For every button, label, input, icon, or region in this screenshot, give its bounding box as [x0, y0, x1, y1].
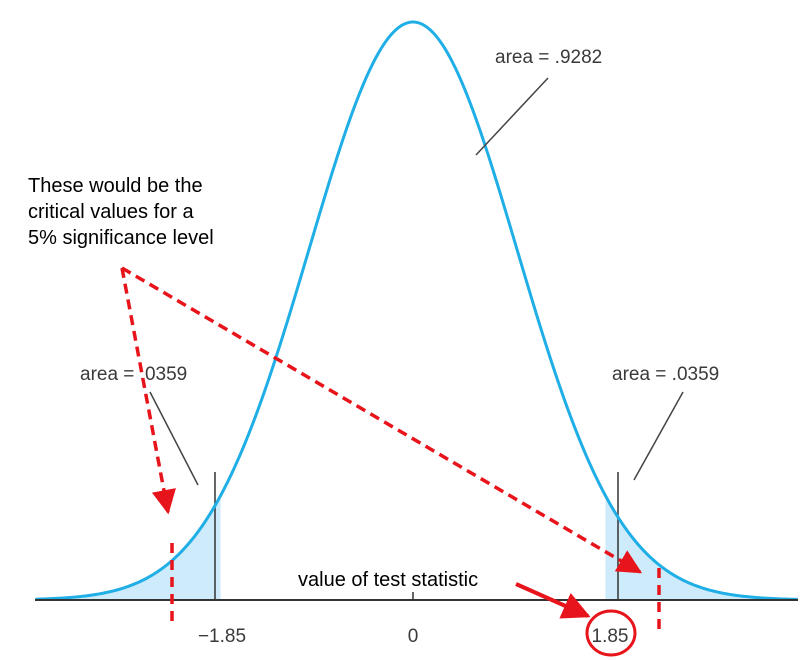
right-tail-shaded-area	[605, 495, 798, 600]
normal-curve	[35, 20, 798, 601]
area-callout-right-line	[633, 391, 684, 481]
tick-label-left: −1.85	[198, 626, 246, 647]
area-callout-center-line	[475, 77, 549, 156]
tick-label-center: 0	[408, 626, 419, 647]
area-label-center: area = .9282	[495, 47, 602, 68]
annotation-line-2: critical values for a	[28, 201, 194, 223]
test-statistic-circle	[585, 609, 637, 657]
annotation-line-3: 5% significance level	[28, 227, 214, 249]
tick-label-right: 1.85	[592, 626, 629, 647]
area-label-right: area = .0359	[612, 364, 719, 385]
area-label-left: area = .0359	[80, 364, 187, 385]
annotation-line-1: These would be the	[28, 175, 203, 197]
left-tail-shaded-area	[35, 495, 221, 600]
test-statistic-label: value of test statistic	[298, 569, 478, 591]
test-statistic-arrow	[515, 582, 591, 619]
annotation-arrow-left	[120, 267, 176, 515]
area-callout-left-line	[149, 391, 199, 486]
annotation-arrow-right	[121, 266, 643, 574]
